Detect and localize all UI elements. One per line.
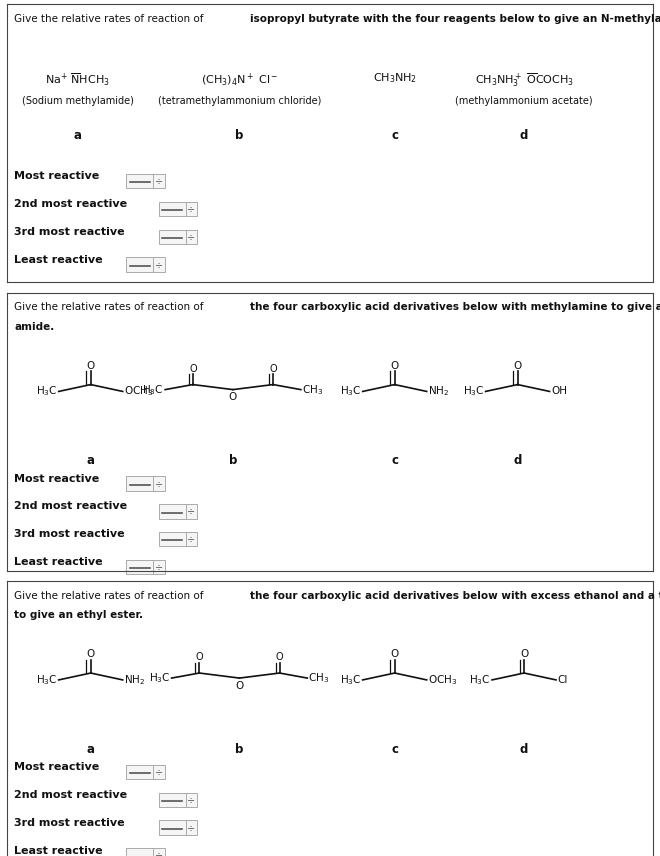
Text: Most reactive: Most reactive [15, 762, 100, 772]
Text: b: b [235, 743, 244, 756]
Text: H$_3$C: H$_3$C [469, 673, 490, 687]
Text: OCH$_3$: OCH$_3$ [124, 384, 154, 398]
Text: OH: OH [551, 386, 567, 396]
Text: 2nd most reactive: 2nd most reactive [15, 199, 127, 209]
Text: CH$_3$NH$_2$: CH$_3$NH$_2$ [373, 71, 416, 85]
Text: CH$_3$: CH$_3$ [308, 671, 329, 685]
Text: d: d [513, 455, 522, 467]
Text: ÷: ÷ [155, 562, 163, 572]
Text: O: O [513, 360, 521, 371]
Text: O: O [86, 360, 95, 371]
Text: Least reactive: Least reactive [15, 255, 103, 265]
Text: ÷: ÷ [187, 204, 195, 214]
Text: H$_3$C: H$_3$C [149, 671, 170, 685]
Text: O: O [391, 360, 399, 371]
Text: ÷: ÷ [155, 851, 163, 856]
Text: 2nd most reactive: 2nd most reactive [15, 502, 127, 511]
Text: (CH$_3$)$_4$N$^+$ Cl$^-$: (CH$_3$)$_4$N$^+$ Cl$^-$ [201, 71, 278, 88]
Text: Least reactive: Least reactive [15, 557, 103, 567]
Text: H$_3$C: H$_3$C [463, 384, 484, 398]
Text: ÷: ÷ [187, 795, 195, 805]
Text: 2nd most reactive: 2nd most reactive [15, 790, 127, 800]
FancyBboxPatch shape [158, 504, 197, 519]
Text: CH$_3$: CH$_3$ [302, 383, 323, 396]
Text: c: c [391, 129, 398, 142]
Text: c: c [391, 455, 398, 467]
Text: b: b [229, 455, 237, 467]
Text: amide.: amide. [15, 322, 55, 332]
Text: a: a [74, 129, 82, 142]
Text: the four carboxylic acid derivatives below with methylamine to give an N-methyl: the four carboxylic acid derivatives bel… [250, 302, 660, 312]
Text: CH$_3$NH$_3^+$ $\overline{\text{O}}$COCH$_3$: CH$_3$NH$_3^+$ $\overline{\text{O}}$COCH… [475, 71, 574, 89]
Text: NH$_2$: NH$_2$ [428, 384, 449, 398]
FancyBboxPatch shape [158, 202, 197, 217]
Text: c: c [391, 743, 398, 756]
Text: H$_3$C: H$_3$C [36, 384, 57, 398]
Text: b: b [235, 129, 244, 142]
Text: Give the relative rates of reaction of: Give the relative rates of reaction of [15, 302, 207, 312]
Text: 3rd most reactive: 3rd most reactive [15, 817, 125, 828]
FancyBboxPatch shape [126, 476, 165, 490]
Text: 3rd most reactive: 3rd most reactive [15, 529, 125, 539]
Text: a: a [86, 743, 94, 756]
Text: H$_3$C: H$_3$C [340, 673, 361, 687]
Text: d: d [520, 743, 528, 756]
FancyBboxPatch shape [126, 765, 165, 779]
Text: (methylammonium acetate): (methylammonium acetate) [455, 96, 593, 106]
Text: a: a [86, 455, 94, 467]
Text: O: O [229, 392, 237, 402]
Text: O: O [276, 652, 283, 662]
Text: (tetramethylammonium chloride): (tetramethylammonium chloride) [158, 96, 321, 106]
FancyBboxPatch shape [158, 821, 197, 835]
Text: isopropyl butyrate with the four reagents below to give an N-methylated amide.: isopropyl butyrate with the four reagent… [250, 14, 660, 24]
Text: Most reactive: Most reactive [15, 473, 100, 484]
FancyBboxPatch shape [158, 793, 197, 807]
FancyBboxPatch shape [126, 848, 165, 856]
Text: ÷: ÷ [155, 259, 163, 270]
FancyBboxPatch shape [126, 174, 165, 188]
Text: H$_3$C: H$_3$C [340, 384, 361, 398]
Text: O: O [520, 649, 528, 659]
Text: 3rd most reactive: 3rd most reactive [15, 227, 125, 237]
Text: O: O [269, 364, 277, 373]
Text: ÷: ÷ [187, 232, 195, 242]
Text: Give the relative rates of reaction of: Give the relative rates of reaction of [15, 591, 207, 601]
Text: O: O [86, 649, 95, 659]
Text: Least reactive: Least reactive [15, 846, 103, 855]
Text: O: O [195, 652, 203, 662]
FancyBboxPatch shape [126, 560, 165, 574]
Text: ÷: ÷ [155, 479, 163, 489]
Text: Na$^{+}$ $\overline{\text{N}}$HCH$_3$: Na$^{+}$ $\overline{\text{N}}$HCH$_3$ [46, 71, 110, 87]
Text: O: O [189, 364, 197, 373]
Text: ÷: ÷ [187, 534, 195, 544]
Text: to give an ethyl ester.: to give an ethyl ester. [15, 610, 143, 621]
Text: d: d [520, 129, 528, 142]
Text: ÷: ÷ [187, 823, 195, 833]
Text: H$_3$C: H$_3$C [36, 673, 57, 687]
FancyBboxPatch shape [158, 229, 197, 244]
Text: O: O [236, 681, 244, 691]
Text: Cl: Cl [558, 675, 568, 685]
FancyBboxPatch shape [158, 532, 197, 546]
Text: ÷: ÷ [155, 767, 163, 777]
Text: ÷: ÷ [155, 176, 163, 187]
Text: OCH$_3$: OCH$_3$ [428, 673, 457, 687]
Text: H$_3$C: H$_3$C [143, 383, 164, 396]
Text: Give the relative rates of reaction of: Give the relative rates of reaction of [15, 14, 207, 24]
Text: (Sodium methylamide): (Sodium methylamide) [22, 96, 134, 106]
Text: NH$_2$: NH$_2$ [124, 673, 145, 687]
Text: O: O [391, 649, 399, 659]
FancyBboxPatch shape [126, 258, 165, 272]
Text: Most reactive: Most reactive [15, 171, 100, 181]
Text: ÷: ÷ [187, 507, 195, 516]
Text: the four carboxylic acid derivatives below with excess ethanol and a trace of HC: the four carboxylic acid derivatives bel… [250, 591, 660, 601]
